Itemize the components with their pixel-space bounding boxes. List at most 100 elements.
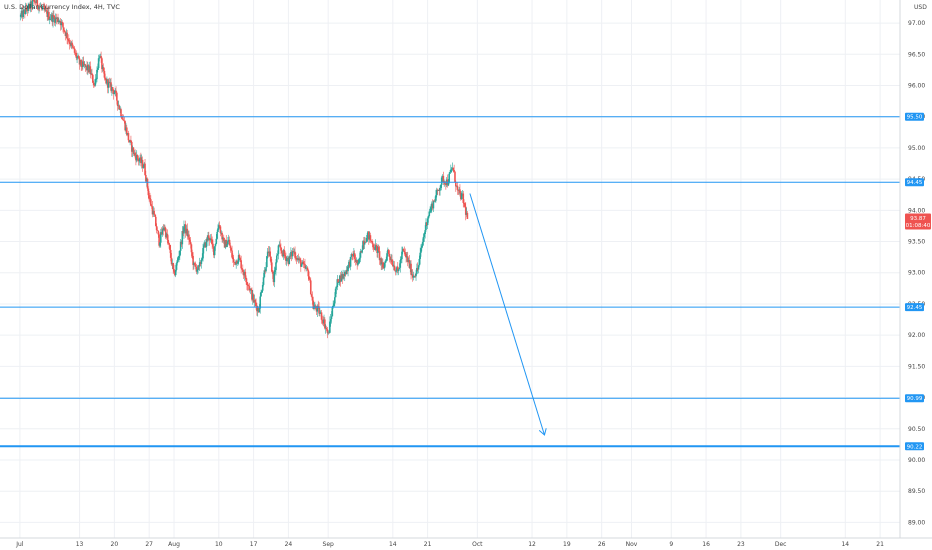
candle (24, 9, 26, 14)
candle (32, 0, 34, 2)
time-tick-label: 20 (111, 541, 119, 548)
candle (193, 262, 196, 265)
candle (121, 116, 123, 119)
candle (162, 228, 165, 231)
candle (465, 212, 468, 215)
candle (411, 274, 413, 276)
candle (227, 241, 229, 245)
time-tick-label: 26 (598, 541, 606, 548)
horizontal-levels[interactable] (0, 116, 900, 448)
candle (377, 247, 379, 254)
candle (51, 14, 54, 22)
candle (440, 177, 443, 185)
projection-arrow[interactable] (469, 193, 547, 436)
candle (229, 245, 232, 249)
candle (241, 268, 243, 270)
candle (415, 273, 417, 277)
candle (328, 332, 330, 334)
level-price-badge (905, 394, 924, 403)
candle (48, 11, 50, 20)
candle (300, 264, 303, 267)
candle (275, 255, 278, 263)
time-tick-label: 24 (285, 541, 293, 548)
candle (42, 5, 44, 8)
candle (75, 52, 78, 58)
candle (34, 2, 37, 4)
candle (250, 289, 252, 290)
candle (317, 305, 320, 307)
candle (335, 287, 338, 289)
candle (323, 319, 325, 324)
candle (93, 85, 96, 86)
candle (125, 127, 128, 135)
candle (203, 245, 205, 249)
candle (252, 294, 255, 303)
candle (87, 64, 89, 71)
candle (279, 244, 281, 248)
price-tick-label: 90.50 (908, 426, 925, 433)
candle (197, 265, 199, 270)
candle (340, 274, 343, 282)
candle (30, 1, 33, 8)
candle (81, 65, 83, 68)
candle (451, 167, 454, 169)
candle (145, 178, 148, 182)
candle (172, 262, 175, 270)
candle (52, 15, 54, 22)
candle (173, 269, 175, 272)
candle (150, 199, 152, 206)
candle (92, 74, 94, 83)
candle (99, 56, 102, 58)
candle (49, 18, 52, 20)
time-tick-label: 27 (145, 541, 153, 548)
candle (333, 303, 335, 306)
candle (215, 238, 218, 244)
candle (423, 234, 426, 237)
candle (156, 230, 159, 231)
candle (167, 239, 170, 243)
candle (210, 238, 213, 240)
candle (466, 212, 469, 219)
price-tick-label: 89.00 (908, 519, 925, 526)
candle (218, 225, 221, 227)
candle (392, 264, 394, 267)
candle (108, 81, 111, 83)
candle (149, 198, 151, 200)
candle (131, 147, 134, 152)
candle (464, 203, 466, 207)
candle (113, 92, 116, 95)
candle (120, 109, 122, 117)
candle (147, 188, 150, 196)
candle (313, 307, 315, 309)
candle (385, 260, 387, 262)
candle (319, 312, 321, 314)
candle (244, 271, 247, 278)
candle (419, 252, 421, 259)
candle (273, 271, 276, 283)
candle (222, 237, 224, 240)
projection-arrow-line[interactable] (469, 193, 545, 436)
candle (261, 284, 264, 291)
candle (239, 258, 242, 261)
candle (53, 15, 55, 18)
candle (58, 21, 61, 22)
candle (405, 254, 407, 258)
candle (31, 1, 34, 8)
candle (33, 0, 35, 2)
candle (308, 276, 310, 280)
candle (159, 242, 161, 246)
candle (320, 312, 323, 320)
candle (188, 239, 191, 242)
candle (40, 6, 43, 8)
candle (68, 41, 71, 45)
candle (55, 17, 58, 20)
candle (435, 189, 438, 196)
candle (304, 263, 306, 269)
candle (280, 247, 282, 251)
candle (278, 244, 281, 246)
candle (194, 264, 197, 267)
candle (301, 261, 304, 265)
candle (435, 195, 437, 201)
candle (386, 253, 388, 261)
